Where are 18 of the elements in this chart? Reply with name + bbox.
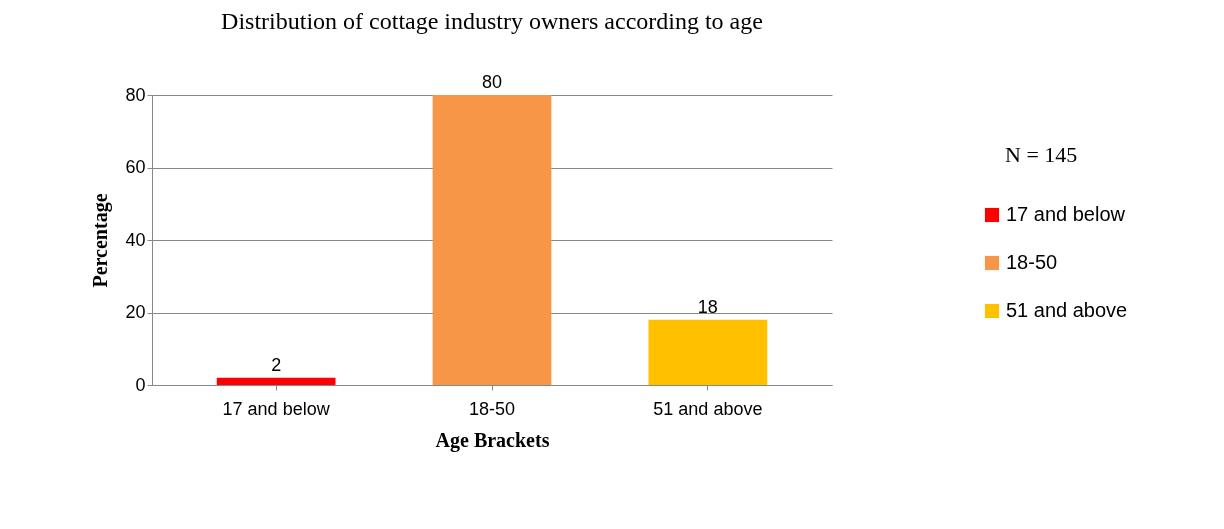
- data-label: 2: [271, 354, 282, 375]
- y-axis-title: Percentage: [89, 193, 113, 288]
- text: N = 145: [1005, 142, 1078, 168]
- x-tick-label: 18-50: [468, 398, 516, 419]
- x-tick-label: 17 and below: [222, 398, 331, 419]
- data-label: 80: [481, 72, 503, 92]
- y-tick-label: 20: [125, 302, 146, 322]
- y-tick-label: 40: [125, 229, 146, 250]
- y-tick-label: 60: [125, 157, 146, 177]
- legend-label: 18-50: [1006, 251, 1058, 273]
- x-axis-title: Age Brackets: [435, 428, 550, 452]
- legend-label: 51 and above: [1006, 299, 1128, 321]
- y-tick-label: 0: [135, 374, 146, 395]
- x-tick-label: 51 and above: [653, 398, 763, 419]
- chart-title: Distribution of cottage industry owners according to age: [221, 8, 763, 34]
- y-tick-label: 80: [125, 84, 146, 105]
- legend-label: 17 and below: [1006, 203, 1126, 225]
- data-label: 18: [697, 296, 718, 317]
